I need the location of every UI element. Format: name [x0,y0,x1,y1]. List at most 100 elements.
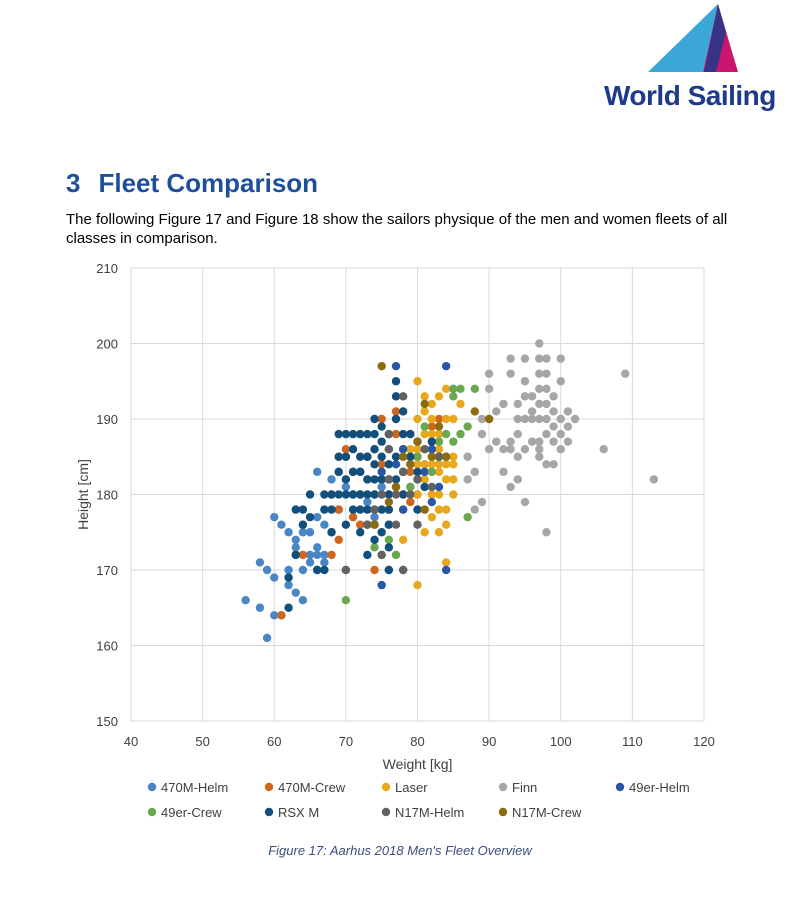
data-point-finn [549,392,558,401]
data-point-finn [513,475,522,484]
data-point-finn [520,414,530,424]
data-point-470m-helm [320,550,329,560]
data-point-n17m-helm [384,429,394,439]
data-point-laser [449,475,458,484]
data-point-470m-crew [298,550,308,560]
data-point-laser [420,392,429,401]
data-point-470m-helm [298,528,308,537]
data-point-finn [470,467,479,477]
data-point-finn [556,429,565,439]
data-point-rsx-m [320,490,329,499]
data-point-rsx-m [391,475,401,484]
data-point-rsx-m [363,429,372,439]
data-point-49er-crew [434,437,444,446]
data-point-rsx-m [370,490,379,499]
data-point-470m-crew [427,422,437,431]
data-point-rsx-m [391,392,401,401]
intro-paragraph: The following Figure 17 and Figure 18 sh… [66,211,728,247]
data-point-rsx-m [377,528,386,537]
data-point-finn [520,354,530,363]
data-point-finn [506,437,515,446]
data-point-49er-crew [441,429,451,439]
data-point-n17m-crew [391,482,401,492]
data-point-finn [542,399,551,409]
data-point-laser [413,580,422,590]
data-point-finn [556,377,565,386]
data-point-470m-crew [391,407,401,416]
y-tick-label: 180 [96,488,118,503]
data-point-finn [527,407,537,416]
data-point-470m-crew [406,467,415,477]
data-point-470m-helm [305,528,315,537]
legend-marker [498,807,508,817]
data-point-rsx-m [377,505,386,514]
data-point-rsx-m [305,490,315,499]
data-point-470m-helm [284,528,293,537]
data-point-49er-crew [463,422,472,431]
data-point-470m-helm [305,558,315,567]
data-point-finn [477,429,487,439]
data-point-n17m-helm [413,520,422,529]
data-point-49er-helm [377,467,386,477]
data-point-470m-helm [291,588,300,597]
data-point-rsx-m [334,429,343,439]
data-point-n17m-helm [398,467,408,477]
data-point-49er-crew [427,467,437,477]
data-point-470m-crew [377,414,386,424]
data-point-rsx-m [391,377,401,386]
data-point-n17m-crew [398,452,408,461]
data-point-laser [413,377,422,386]
data-point-finn [463,475,472,484]
y-tick-label: 200 [96,337,118,352]
logo-wordmark: World Sailing [604,80,776,111]
data-point-470m-crew [341,445,351,454]
x-tick-label: 50 [195,734,209,749]
data-point-rsx-m [284,573,293,582]
data-point-laser [413,445,422,454]
data-point-rsx-m [348,467,358,477]
data-point-470m-crew [406,497,415,507]
x-tick-label: 40 [124,734,138,749]
data-point-rsx-m [370,460,379,469]
legend-label: 49er-Helm [629,780,690,795]
x-tick-label: 80 [410,734,424,749]
data-point-rsx-m [320,505,329,514]
data-point-rsx-m [370,429,379,439]
data-point-finn [563,407,573,416]
data-point-49er-crew [384,535,394,544]
data-point-laser [420,528,429,537]
data-point-49er-crew [391,550,401,560]
data-point-laser [456,399,465,409]
data-point-470m-helm [262,565,272,575]
data-point-laser [441,414,451,424]
data-point-finn [484,445,494,454]
data-point-rsx-m [334,467,343,477]
data-point-n17m-helm [391,520,401,529]
data-point-laser [413,414,422,424]
data-point-laser [434,392,444,401]
data-point-rsx-m [363,452,372,461]
data-point-rsx-m [320,565,329,575]
legend-label: RSX M [278,805,319,820]
data-point-finn [535,452,544,461]
data-point-n17m-helm [398,565,408,575]
data-point-rsx-m [370,475,379,484]
data-point-rsx-m [291,505,300,514]
data-point-finn [463,452,472,461]
data-point-n17m-crew [434,422,444,431]
data-point-n17m-crew [413,437,422,446]
data-point-rsx-m [291,550,300,560]
data-point-470m-crew [391,429,401,439]
data-point-laser [434,528,444,537]
legend: 470M-Helm 470M-Crew Laser Finn 49er-Helm 49er… [147,780,690,820]
x-tick-label: 70 [339,734,353,749]
data-point-finn [542,414,551,424]
data-point-470m-helm [327,475,336,484]
data-point-rsx-m [377,452,386,461]
data-point-rsx-m [356,429,365,439]
data-point-49er-helm [391,460,401,469]
data-point-finn [513,399,522,409]
data-point-49er-crew [370,543,379,552]
data-point-finn [506,354,515,363]
data-point-finn [535,369,544,378]
